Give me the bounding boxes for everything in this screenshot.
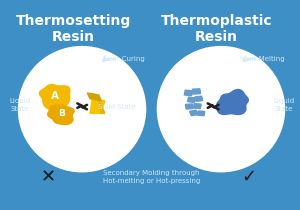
Text: Secondary Molding through
Hot-melting or Hot-pressing: Secondary Molding through Hot-melting or… (103, 170, 200, 184)
Ellipse shape (19, 47, 146, 172)
Text: Liquid
State: Liquid State (273, 98, 295, 112)
Text: Heat Curing: Heat Curing (103, 56, 144, 62)
Text: Liquid
State: Liquid State (9, 98, 31, 112)
Text: Thermosetting
Resin: Thermosetting Resin (16, 14, 131, 44)
Text: Thermoplastic
Resin: Thermoplastic Resin (161, 14, 272, 44)
Text: Solid State: Solid State (98, 104, 135, 110)
Polygon shape (87, 93, 101, 101)
FancyBboxPatch shape (192, 88, 201, 95)
FancyBboxPatch shape (194, 96, 203, 102)
Text: B: B (58, 109, 65, 118)
Polygon shape (48, 105, 74, 125)
Ellipse shape (158, 47, 284, 172)
Polygon shape (217, 90, 248, 114)
Text: ✕: ✕ (40, 168, 56, 186)
FancyBboxPatch shape (185, 103, 194, 110)
FancyBboxPatch shape (187, 96, 196, 103)
FancyBboxPatch shape (189, 110, 199, 116)
Polygon shape (99, 101, 105, 113)
FancyBboxPatch shape (184, 89, 193, 96)
Polygon shape (90, 99, 105, 113)
FancyBboxPatch shape (197, 110, 206, 116)
Text: ✓: ✓ (242, 168, 256, 186)
Text: Heat Melting: Heat Melting (240, 56, 285, 62)
Polygon shape (40, 85, 70, 110)
Text: A: A (51, 91, 59, 101)
FancyBboxPatch shape (193, 103, 202, 109)
